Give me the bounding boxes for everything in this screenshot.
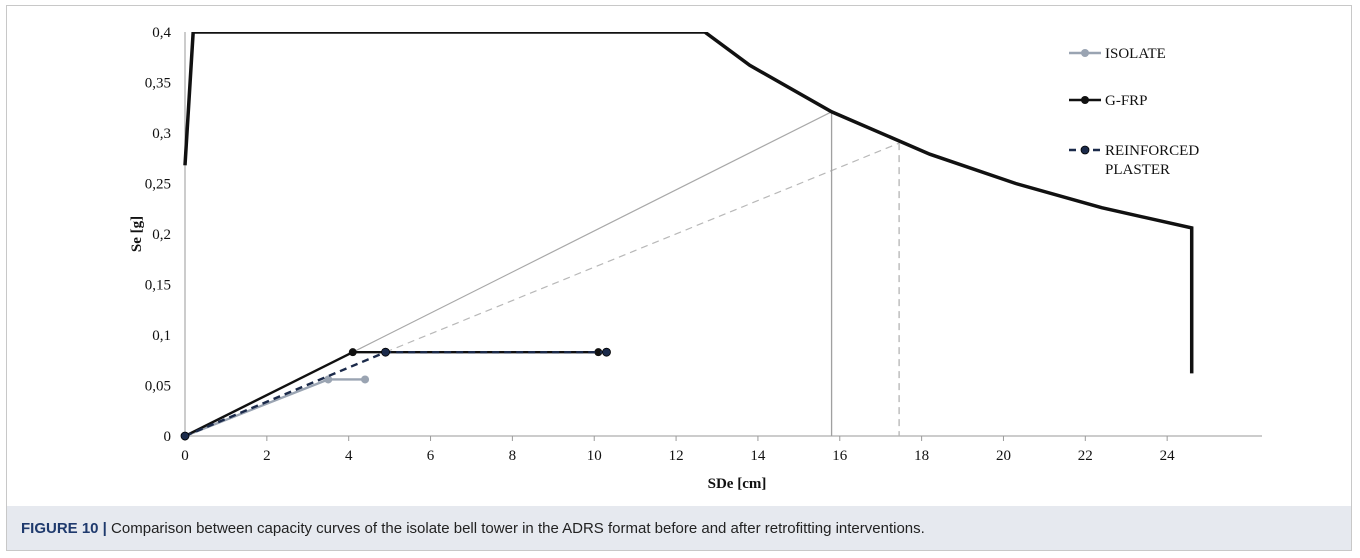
series-2-point bbox=[348, 348, 357, 357]
x-tick-label: 14 bbox=[750, 448, 766, 464]
series-1-point bbox=[324, 375, 333, 384]
y-axis-title: Se [g] bbox=[129, 216, 145, 252]
chart-area: 0 2 4 6 8 10 12 14 16 18 20 22 24 0 0,05 0,1 0,15 0,2 0,25… bbox=[7, 6, 1351, 506]
x-axis-title: SDe [cm] bbox=[708, 476, 767, 492]
y-tick-label: 0,4 bbox=[152, 25, 171, 41]
y-tick-label: 0,35 bbox=[145, 76, 171, 92]
x-tick-label: 16 bbox=[832, 448, 848, 464]
y-tick-label: 0 bbox=[164, 429, 172, 445]
series-3-point bbox=[602, 347, 611, 357]
y-tick-label: 0,15 bbox=[145, 278, 171, 294]
x-tick-label: 22 bbox=[1078, 448, 1093, 464]
series-3-point bbox=[180, 431, 190, 441]
legend-marker-3 bbox=[1080, 145, 1090, 155]
capacity-curve-chart: 0 2 4 6 8 10 12 14 16 18 20 22 2400,050,10,150,20,25… bbox=[129, 25, 1262, 492]
x-tick-label: 24 bbox=[1160, 448, 1176, 464]
caption-text: Comparison between capacity curves of th… bbox=[106, 520, 925, 537]
guide-line-2 bbox=[385, 142, 900, 353]
x-tick-label: 0 bbox=[181, 448, 189, 464]
x-tick-label: 20 bbox=[996, 448, 1011, 464]
x-tick-label: 12 bbox=[669, 448, 684, 464]
figure-number: FIGURE 10 | bbox=[21, 520, 107, 537]
series-line-2 bbox=[184, 350, 599, 438]
figure: 0 2 4 6 8 10 12 14 16 18 20 22 24 0 0,05 0,1 0,15 0,2 0,25… bbox=[6, 5, 1352, 551]
x-tick-label: 4 bbox=[345, 448, 353, 464]
x-tick-label: 8 bbox=[509, 448, 517, 464]
y-tick-label: 0,2 bbox=[152, 227, 171, 243]
y-tick-label: 0,25 bbox=[145, 177, 171, 193]
legend-label-3: REINFORCED PLASTER bbox=[1105, 143, 1199, 178]
series-line-3 bbox=[184, 350, 607, 438]
legend-label-1: ISOLATE bbox=[1105, 46, 1166, 62]
x-tick-label: 10 bbox=[587, 448, 602, 464]
x-tick-label: 2 bbox=[263, 448, 271, 464]
series-1-point bbox=[361, 375, 370, 384]
y-tick-label: 0,3 bbox=[152, 126, 171, 142]
x-tick-label: 18 bbox=[914, 448, 929, 464]
series-3-point bbox=[381, 347, 390, 357]
legend-marker-2 bbox=[1081, 96, 1089, 104]
guide-line-1 bbox=[352, 111, 832, 353]
y-tick-label: 0,1 bbox=[152, 328, 171, 344]
series-line-1 bbox=[184, 378, 366, 438]
legend-marker-1 bbox=[1081, 49, 1089, 57]
legend-label-2: G-FRP bbox=[1105, 93, 1148, 109]
x-tick-label: 6 bbox=[427, 448, 435, 464]
figure-caption: FIGURE 10 | Comparison between capacity … bbox=[7, 506, 1351, 550]
demand-spectrum-curve bbox=[183, 32, 1194, 374]
y-tick-label: 0,05 bbox=[145, 379, 171, 395]
series-2-point bbox=[594, 348, 603, 357]
